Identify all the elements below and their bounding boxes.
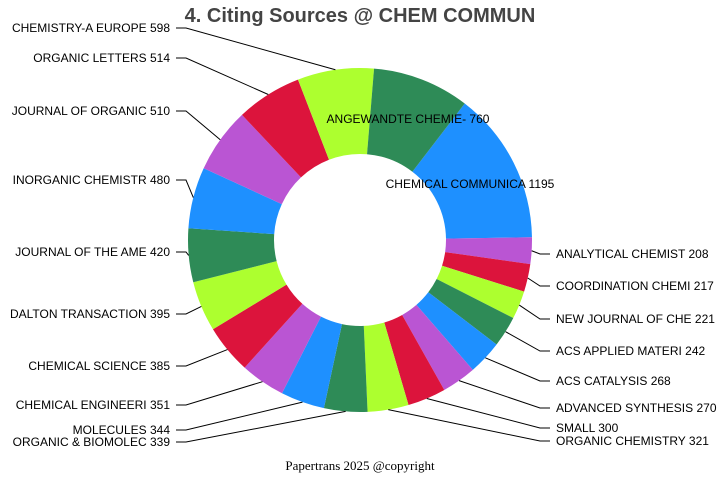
slice-angewandte-chemie- xyxy=(367,68,465,172)
slice-analytical-chemist xyxy=(445,237,532,265)
leader-line xyxy=(176,251,190,256)
leader-line xyxy=(388,409,550,442)
leader-line xyxy=(176,410,346,443)
slice-chemical-science xyxy=(212,284,303,368)
data-label: ANALYTICAL CHEMIST 208 xyxy=(556,247,709,261)
slice-chemical-engineeri xyxy=(244,303,322,394)
slice-new-journal-of-che xyxy=(436,265,525,319)
leader-line xyxy=(531,250,550,255)
data-label: ORGANIC CHEMISTRY 321 xyxy=(556,434,709,448)
data-label: ORGANIC LETTERS 514 xyxy=(33,51,170,65)
chart-title: 4. Citing Sources @ CHEM COMMUN xyxy=(184,5,536,27)
data-label: ACS CATALYSIS 268 xyxy=(556,374,671,388)
data-label: DALTON TRANSACTION 395 xyxy=(10,307,170,321)
slice-inorganic-chemistr xyxy=(188,168,282,235)
slice-small xyxy=(384,314,445,406)
leader-line xyxy=(176,306,202,315)
data-label: ACS APPLIED MATERI 242 xyxy=(556,344,705,358)
slice-acs-catalysis xyxy=(416,292,497,370)
slice-journal-of-organic xyxy=(203,114,301,205)
slice-acs-applied-materi xyxy=(428,279,514,345)
leader-line xyxy=(176,110,221,141)
leader-line xyxy=(176,401,303,431)
data-label: COORDINATION CHEMI 217 xyxy=(556,279,714,293)
leader-line xyxy=(458,380,550,409)
leader-line xyxy=(527,277,550,287)
slice-coordination-chemi xyxy=(442,252,531,292)
leader-line xyxy=(176,179,194,198)
leader-line xyxy=(176,349,228,367)
data-label: JOURNAL OF ORGANIC 510 xyxy=(12,104,171,118)
data-label: CHEMICAL SCIENCE 385 xyxy=(28,359,170,373)
data-label: CHEMISTRY-A EUROPE 598 xyxy=(12,21,170,35)
data-label: CHEMICAL ENGINEERI 351 xyxy=(16,398,171,412)
slice-organic-letters xyxy=(241,79,329,178)
slice-molecules xyxy=(282,316,342,409)
slice-chemistry-a-europe xyxy=(297,68,375,160)
leader-line xyxy=(176,57,269,95)
slice-dalton-transaction xyxy=(193,261,287,330)
footer-copyright: Papertrans 2025 @copyright xyxy=(285,458,435,473)
leader-line xyxy=(485,357,550,382)
slice-organic-biomolec xyxy=(323,324,368,412)
data-label: ADVANCED SYNTHESIS 270 xyxy=(556,401,717,415)
data-label: INORGANIC CHEMISTR 480 xyxy=(13,173,171,187)
slice-advanced-synthesis xyxy=(402,304,473,390)
slice-chemical-communica xyxy=(412,103,532,239)
leader-line xyxy=(176,27,336,71)
slice-journal-of-the-ame xyxy=(188,228,277,283)
data-label: MOLECULES 344 xyxy=(73,423,171,437)
leader-line xyxy=(518,304,550,320)
data-label: JOURNAL OF THE AME 420 xyxy=(15,245,170,259)
leader-line xyxy=(176,381,263,406)
data-label: NEW JOURNAL OF CHE 221 xyxy=(556,312,715,326)
data-label: ANGEWANDTE CHEMIE- 760 xyxy=(327,112,490,126)
leader-line xyxy=(426,398,550,429)
data-label: CHEMICAL COMMUNICA 1195 xyxy=(386,177,555,191)
slice-organic-chemistry xyxy=(363,322,409,412)
data-label: SMALL 300 xyxy=(556,421,619,435)
data-label: ORGANIC & BIOMOLEC 339 xyxy=(13,435,171,449)
leader-line xyxy=(505,331,550,352)
